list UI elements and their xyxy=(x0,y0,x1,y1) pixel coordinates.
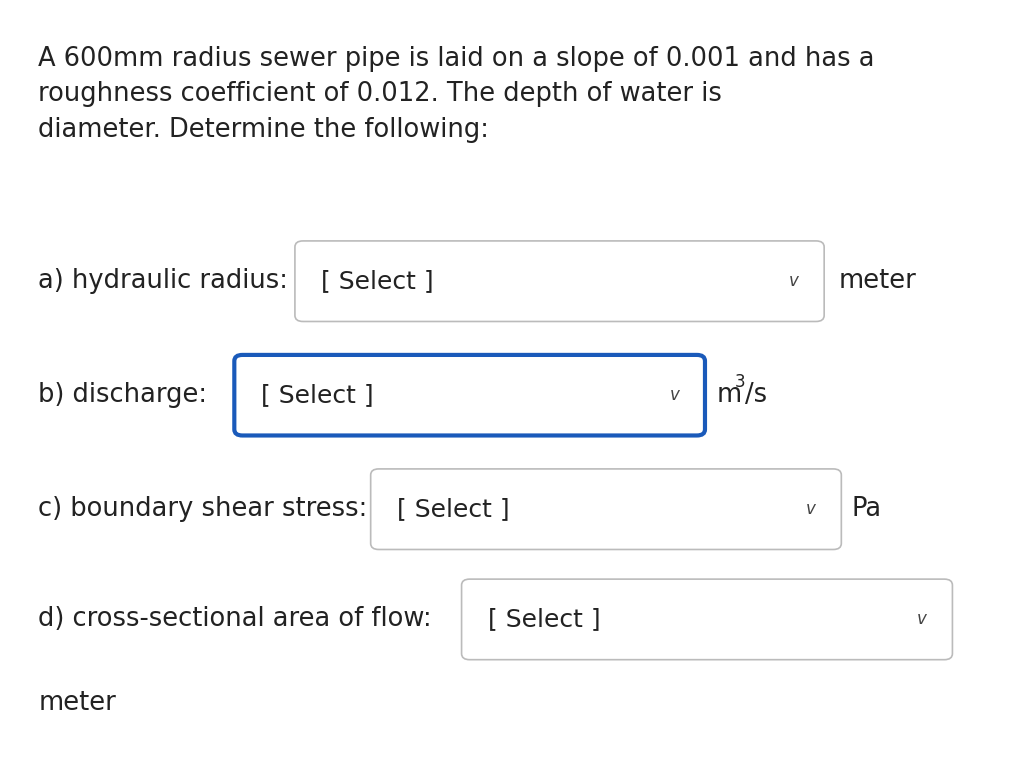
Text: m: m xyxy=(717,382,742,408)
Text: meter: meter xyxy=(838,268,916,294)
FancyBboxPatch shape xyxy=(371,469,841,549)
FancyBboxPatch shape xyxy=(295,241,824,321)
Text: [ Select ]: [ Select ] xyxy=(488,607,601,632)
Text: c) boundary shear stress:: c) boundary shear stress: xyxy=(38,496,368,522)
Text: v: v xyxy=(670,386,680,404)
Text: a) hydraulic radius:: a) hydraulic radius: xyxy=(38,268,288,294)
Text: v: v xyxy=(917,610,927,629)
Text: [ Select ]: [ Select ] xyxy=(397,497,510,521)
Text: /s: /s xyxy=(745,382,768,408)
Text: 3: 3 xyxy=(734,372,745,391)
Text: [ Select ]: [ Select ] xyxy=(321,269,434,293)
FancyBboxPatch shape xyxy=(234,355,705,435)
Text: roughness coefficient of 0.012. The depth of water is: roughness coefficient of 0.012. The dept… xyxy=(38,81,730,107)
Text: v: v xyxy=(806,500,816,518)
Text: b) discharge:: b) discharge: xyxy=(38,382,207,408)
Text: v: v xyxy=(789,272,799,290)
Text: meter: meter xyxy=(38,690,116,716)
Text: A 600mm radius sewer pipe is laid on a slope of 0.001 and has a: A 600mm radius sewer pipe is laid on a s… xyxy=(38,46,875,71)
Text: Pa: Pa xyxy=(851,496,882,522)
Text: diameter. Determine the following:: diameter. Determine the following: xyxy=(38,117,489,143)
FancyBboxPatch shape xyxy=(462,579,952,660)
Text: [ Select ]: [ Select ] xyxy=(261,383,374,407)
Text: d) cross-sectional area of flow:: d) cross-sectional area of flow: xyxy=(38,606,432,632)
